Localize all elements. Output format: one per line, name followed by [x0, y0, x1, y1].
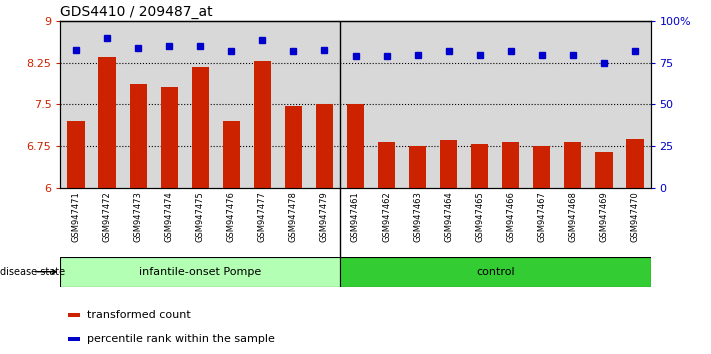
Bar — [440, 140, 457, 188]
Text: GDS4410 / 209487_at: GDS4410 / 209487_at — [60, 5, 213, 19]
Bar — [68, 337, 80, 341]
Text: GSM947463: GSM947463 — [413, 191, 422, 242]
Text: GSM947473: GSM947473 — [134, 191, 143, 242]
Bar — [99, 57, 116, 188]
Bar — [161, 87, 178, 188]
Bar — [285, 105, 302, 188]
Bar — [471, 144, 488, 188]
Bar — [565, 142, 582, 188]
Bar — [60, 257, 340, 287]
Bar — [533, 146, 550, 188]
Text: GSM947468: GSM947468 — [568, 191, 577, 242]
Bar — [129, 84, 146, 188]
Text: control: control — [476, 267, 515, 277]
Text: GSM947477: GSM947477 — [258, 191, 267, 242]
Text: GSM947467: GSM947467 — [538, 191, 546, 242]
Text: GSM947466: GSM947466 — [506, 191, 515, 242]
Text: GSM947478: GSM947478 — [289, 191, 298, 242]
Bar — [626, 139, 643, 188]
Bar — [340, 257, 651, 287]
Text: GSM947472: GSM947472 — [102, 191, 112, 242]
Bar — [316, 104, 333, 188]
Bar — [254, 61, 271, 188]
Bar — [378, 142, 395, 188]
Text: GSM947470: GSM947470 — [631, 191, 639, 242]
Bar — [68, 121, 85, 188]
Bar — [347, 104, 364, 188]
Text: GSM947461: GSM947461 — [351, 191, 360, 242]
Bar — [68, 313, 80, 317]
Text: GSM947464: GSM947464 — [444, 191, 453, 242]
Text: percentile rank within the sample: percentile rank within the sample — [87, 334, 275, 344]
Text: GSM947479: GSM947479 — [320, 191, 329, 242]
Text: GSM947474: GSM947474 — [165, 191, 173, 242]
Bar — [595, 152, 612, 188]
Text: disease state: disease state — [0, 267, 65, 277]
Text: transformed count: transformed count — [87, 310, 191, 320]
Bar — [223, 121, 240, 188]
Text: GSM947476: GSM947476 — [227, 191, 236, 242]
Text: GSM947465: GSM947465 — [475, 191, 484, 242]
Bar — [192, 67, 209, 188]
Text: infantile-onset Pompe: infantile-onset Pompe — [139, 267, 262, 277]
Text: GSM947471: GSM947471 — [72, 191, 80, 242]
Text: GSM947475: GSM947475 — [196, 191, 205, 242]
Bar — [502, 142, 519, 188]
Text: GSM947462: GSM947462 — [382, 191, 391, 242]
Text: GSM947469: GSM947469 — [599, 191, 609, 242]
Bar — [409, 146, 426, 188]
